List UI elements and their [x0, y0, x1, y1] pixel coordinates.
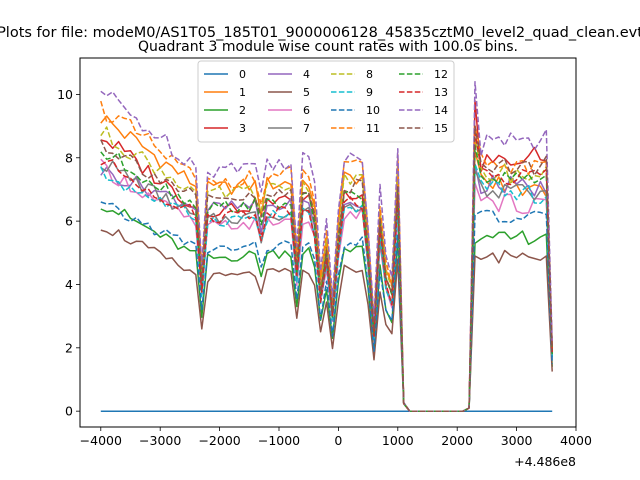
- x-offset-label: +4.486e8: [514, 454, 576, 469]
- x-tick-label: 4000: [560, 433, 592, 448]
- series-line-15: [100, 125, 553, 412]
- series-line-12: [100, 144, 553, 412]
- plot-area: [100, 81, 553, 412]
- x-tick-label: −2000: [198, 433, 240, 448]
- series-line-6: [100, 158, 553, 412]
- legend-label-13: 13: [434, 86, 448, 99]
- axes-frame: [79, 57, 577, 428]
- x-tick-label: −4000: [80, 433, 122, 448]
- legend-label-15: 15: [434, 122, 448, 135]
- y-tick-label: 4: [65, 277, 73, 292]
- suptitle: Plots for file: modeM0/AS1T05_185T01_900…: [0, 25, 640, 41]
- legend-label-2: 2: [239, 104, 246, 117]
- legend-box: [197, 60, 455, 143]
- x-tick-label: −1000: [258, 433, 300, 448]
- legend-label-0: 0: [239, 68, 246, 81]
- series-line-11: [100, 100, 553, 412]
- chart-title: Quadrant 3 module wise count rates with …: [138, 39, 518, 55]
- y-tick-label: 6: [65, 214, 73, 229]
- x-axis: −4000 −3000 −2000 −1000 0 1000 2000 3000 4000: [80, 427, 592, 448]
- series-line-10: [100, 201, 553, 412]
- y-tick-label: 10: [57, 87, 73, 102]
- legend-label-4: 4: [303, 68, 310, 81]
- legend-label-11: 11: [366, 122, 380, 135]
- y-axis: 0 2 4 6 8 10: [57, 87, 80, 419]
- legend-label-7: 7: [303, 122, 310, 135]
- y-tick-label: 2: [65, 340, 73, 355]
- legend-label-9: 9: [366, 86, 373, 99]
- x-tick-label: 3000: [501, 433, 533, 448]
- x-tick-label: 1000: [382, 433, 414, 448]
- x-tick-label: −3000: [139, 433, 181, 448]
- legend-label-14: 14: [434, 104, 448, 117]
- series-line-5: [100, 229, 553, 412]
- legend-label-8: 8: [366, 68, 373, 81]
- series-line-14: [100, 81, 553, 412]
- legend-label-10: 10: [366, 104, 380, 117]
- legend-label-1: 1: [239, 86, 246, 99]
- series-line-2: [100, 208, 553, 412]
- series-line-13: [100, 131, 553, 412]
- x-tick-label: 2000: [441, 433, 473, 448]
- legend-label-6: 6: [303, 104, 310, 117]
- x-tick-label: 0: [334, 433, 342, 448]
- legend-label-3: 3: [239, 122, 246, 135]
- y-tick-label: 0: [65, 404, 73, 419]
- legend-label-12: 12: [434, 68, 448, 81]
- legend-label-5: 5: [303, 86, 310, 99]
- y-tick-label: 8: [65, 150, 73, 165]
